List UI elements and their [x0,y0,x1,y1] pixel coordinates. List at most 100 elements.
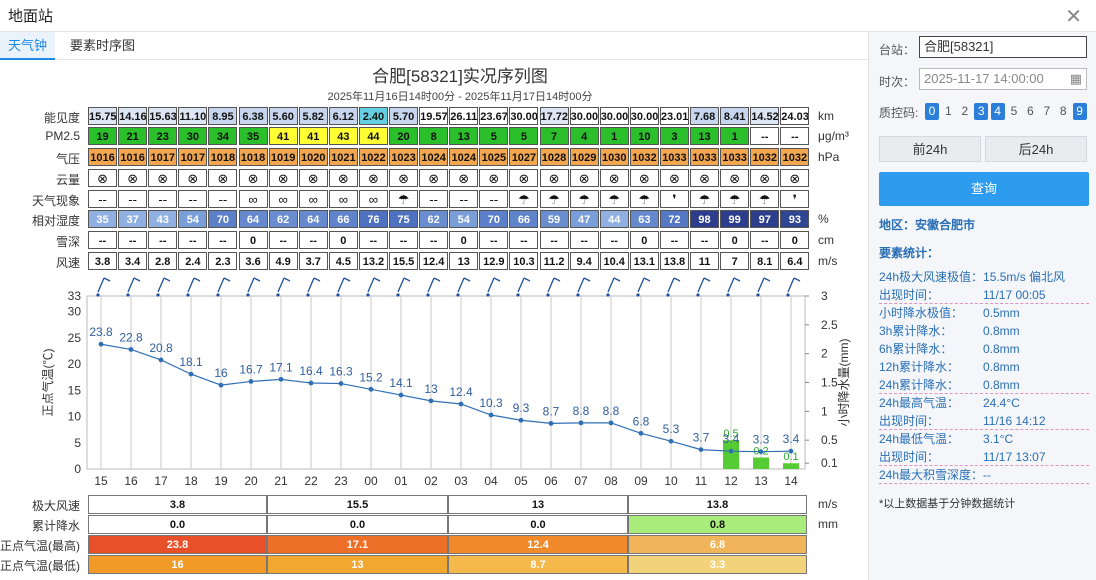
x-tick-label: 23 [334,474,348,488]
next-24h-button[interactable]: 后24h [985,136,1087,162]
stat-row: 12h累计降水： 0.8mm [879,358,1089,376]
stat-separator [879,465,1089,466]
wind-cell: 11 [690,252,720,270]
pressure-cell: 1017 [178,148,208,166]
wind-barb-dot [306,293,310,297]
wind-barb-flag [403,277,411,282]
query-button[interactable]: 查询 [879,172,1089,206]
visibility-cell: 24.03 [780,107,810,125]
snow-cell: -- [539,231,569,249]
wind-barb-flag [253,277,261,282]
temperature-label: 15.2 [359,370,383,384]
y2-tick-label: 0.1 [821,456,838,470]
row-label-humidity: 相对湿度 [31,214,80,228]
qc-code-3[interactable]: 3 [974,103,989,120]
humidity-cell: 98 [690,210,720,228]
wind-barb [547,277,555,293]
qc-code-4[interactable]: 4 [990,103,1005,120]
visibility-cell: 8.95 [208,107,238,125]
wind-barb [247,277,255,293]
stats-note: *以上数据基于分钟数据统计 [879,498,1016,510]
prev-24h-button[interactable]: 前24h [879,136,981,162]
temperature-label: 5.3 [663,422,680,436]
stat-value: 11/17 00:05 [983,288,1046,302]
station-input[interactable]: 合肥[58321] [919,36,1087,58]
snow-cell: -- [88,231,118,249]
weather-cell: -- [449,190,479,208]
stat-row: 24h极大风速极值：15.5m/s 偏北风 [879,268,1089,286]
humidity-cell: 62 [268,210,298,228]
qc-code-5[interactable]: 5 [1010,104,1018,118]
wind-barb [697,277,705,293]
y2-axis-label: 小时降水量(mm) [837,339,851,427]
wind-barb-flag [373,277,381,282]
pressure-cell: 1020 [298,148,328,166]
pm25-cell: 44 [358,127,388,145]
wind-barb [187,277,195,293]
pressure-cell: 1019 [268,148,298,166]
y2-tick-label: 1.5 [821,376,838,390]
qc-code-7[interactable]: 7 [1043,104,1051,118]
window-titlebar: 地面站 ✕ [0,0,1096,32]
cloud-cell: ⊗ [599,169,629,187]
temperature-label: 18.1 [179,355,203,369]
weather-cell: ☂ [720,190,750,208]
pressure-cell: 1033 [720,148,750,166]
tab-weather-clock[interactable]: 天气钟 [0,32,56,60]
precip-bar-label: 0.5 [723,428,738,440]
stat-value: -- [983,468,992,482]
stat-key: 出现时间： [879,414,940,428]
humidity-cell: 59 [539,210,569,228]
wind-cell: 13 [449,252,479,270]
pressure-cell: 1029 [569,148,599,166]
summary-cell-tmax: 17.1 [267,535,448,554]
cloud-cell: ⊗ [449,169,479,187]
time-input[interactable]: 2025-11-17 14:00:00 ▦ [919,68,1087,90]
weather-cell: ∞ [328,190,358,208]
calendar-icon[interactable]: ▦ [1069,71,1082,86]
row-unit-snow: cm [818,233,834,247]
qc-code-6[interactable]: 6 [1027,104,1034,118]
stat-row: 出现时间： 11/17 00:05 [879,286,1089,304]
stat-row: 24h累计降水： 0.8mm [879,376,1089,394]
weather-cell: ☂ [539,190,569,208]
x-tick-label: 10 [664,474,678,488]
pressure-cell: 1024 [419,148,449,166]
pm25-cell: 41 [268,127,298,145]
stat-value: 15.5m/s 偏北风 [983,270,1066,284]
close-icon[interactable]: ✕ [1065,6,1082,28]
pm25-cell: 8 [419,127,449,145]
snow-cell: 0 [328,231,358,249]
qc-code-2[interactable]: 2 [961,104,969,118]
summary-cell-tmax: 23.8 [88,535,267,554]
weather-cell: ☂ [509,190,539,208]
stat-value: 0.8mm [983,342,1020,356]
temperature-point [608,420,614,426]
wind-barb-dot [606,293,610,297]
x-tick-label: 06 [544,474,558,488]
qc-code-1[interactable]: 1 [945,104,952,118]
x-tick-label: 16 [124,474,138,488]
wind-barb-flag [343,277,351,282]
wind-barb [637,277,645,293]
y-tick-label: 10 [68,410,82,424]
temperature-point [308,380,314,386]
temperature-point [338,381,344,386]
qc-code-9[interactable]: 9 [1072,103,1087,120]
tab-element-timeseries[interactable]: 要素时序图 [70,38,136,53]
wind-barb [517,277,525,293]
pressure-cell: 1023 [389,148,419,166]
visibility-cell: 11.10 [178,107,208,125]
humidity-cell: 64 [298,210,328,228]
qc-code-8[interactable]: 8 [1059,104,1067,118]
weather-cell: ❜ [659,190,689,208]
y-tick-label: 5 [74,436,81,450]
visibility-cell: 15.75 [88,107,118,125]
chart-title: 合肥[58321]实况序列图 [372,67,548,86]
qc-code-0[interactable]: 0 [925,103,939,120]
weather-cell: -- [419,190,449,208]
visibility-cell: 7.68 [690,107,720,125]
pressure-cell: 1016 [88,148,118,166]
x-tick-label: 04 [484,474,498,488]
x-tick-label: 08 [604,474,618,488]
